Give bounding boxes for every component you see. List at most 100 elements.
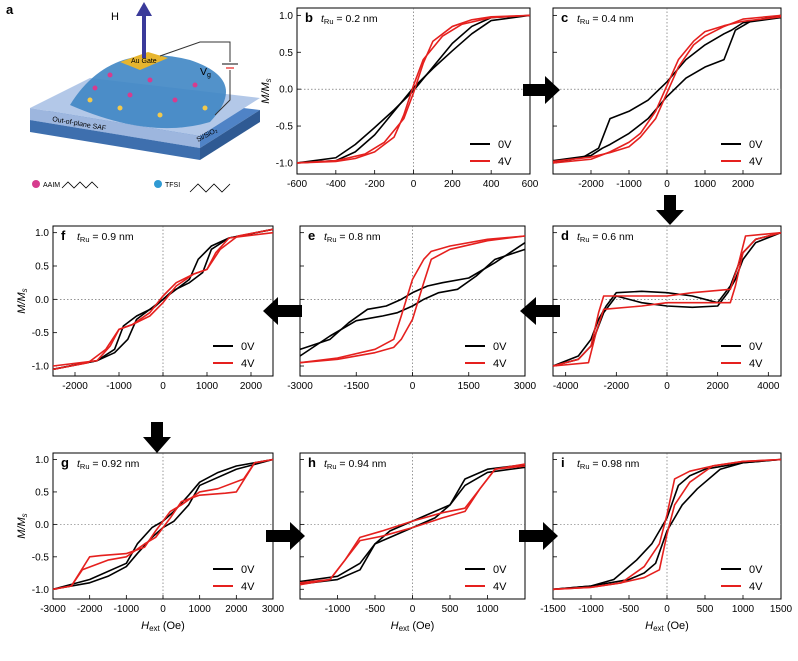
x-tick-label: -500 [365,604,385,615]
y-tick-label: -1.0 [32,362,50,373]
x-tick-label: 4000 [757,381,780,392]
legend-label: 4V [493,581,507,593]
arrow-right-icon [266,522,305,550]
x-tick-label: -400 [326,179,346,190]
x-tick-label: 500 [697,604,714,615]
chart-panel-i: -1500 -1000 -500 0 500 1000 1500 Hext (Oe) i tRu … [540,452,793,633]
chart-panel-g: -3000 -2000 -1000 0 1000 2000 3000 -1.0 -0.5 0.0 0… [16,452,285,633]
legend-label: 4V [749,156,763,168]
x-tick-label: 0 [410,381,416,392]
anion-icon [154,180,162,188]
y-tick-label: 0.5 [279,48,293,59]
thickness-annotation: tRu = 0.98 nm [577,458,640,471]
legend-label: 4V [749,581,763,593]
x-tick-label: 0 [160,604,166,615]
x-axis-label: Hext (Oe) [645,620,689,633]
x-tick-label: -1000 [578,604,604,615]
substrate-side-right [200,110,260,160]
chart-panel-b: -600 -400 -200 0 200 400 600 -1.0 -0.5 0.0 0.5 1.0 M… [260,7,539,190]
y-axis-label: M/Ms [16,513,29,538]
legend-label: 0V [241,564,255,576]
series-4V-ascending [299,235,526,364]
series-0V-descending [552,458,782,591]
series-4V-ascending [52,231,274,371]
x-axis-label: Hext (Oe) [391,620,435,633]
x-tick-label: 400 [483,179,500,190]
series-4V-ascending [296,14,531,164]
x-tick-label: -2000 [62,381,88,392]
series-0V-ascending [552,16,782,164]
chart-panel-h: -1000 -500 0 500 1000 Hext (Oe) h tRu = 0.94 nm… [299,452,526,633]
chart-panel-c: -2000 -1000 0 1000 2000 c tRu = 0.4 nm 0V 4V [552,7,782,190]
legend-label: 4V [241,581,255,593]
legend-label: 0V [493,564,507,576]
series-0V-descending [52,228,274,371]
x-tick-label: 3000 [514,381,537,392]
series-0V-ascending [52,458,274,591]
series-0V-descending [552,14,782,162]
thickness-annotation: tRu = 0.4 nm [577,13,634,26]
panel-letter: c [561,10,568,25]
x-tick-label: 0 [664,179,670,190]
y-tick-label: 0.0 [35,520,49,531]
cation-structure [61,181,99,189]
y-tick-label: 0.5 [35,487,49,498]
voltage-label: Vg [200,66,211,79]
y-axis-label: M/Ms [260,78,273,103]
y-tick-label: 1.0 [35,455,49,466]
arrow-left-icon [263,297,302,325]
substrate-side [30,120,200,160]
anion-structure [189,183,231,193]
y-tick-label: -1.0 [276,158,294,169]
panel-letter-a: a [6,2,14,17]
x-tick-label: -1500 [343,381,369,392]
arrow-left-icon [520,297,560,325]
legend-label: 0V [493,341,507,353]
series-4V-descending [299,235,526,364]
series-4V-descending [299,465,526,586]
legend-label: 0V [749,564,763,576]
series-4V-descending [52,228,274,367]
legend-label: 0V [241,341,255,353]
field-arrow-head [136,2,152,16]
charts-layer: -600 -400 -200 0 200 400 600-1.0-0.50.00.51.0M… [16,7,793,633]
x-tick-label: -200 [365,179,385,190]
x-tick-label: -1000 [325,604,351,615]
y-tick-label: 0.5 [35,262,49,273]
x-tick-label: 2000 [707,381,730,392]
x-tick-label: 1000 [476,604,499,615]
thickness-annotation: tRu = 0.8 nm [324,231,381,244]
series-4V-descending [52,458,274,591]
x-tick-label: 0 [664,604,670,615]
thickness-annotation: tRu = 0.9 nm [77,231,134,244]
series-0V-descending [52,458,274,591]
y-tick-label: -1.0 [32,585,50,596]
x-tick-label: 1500 [770,604,793,615]
legend-label: 4V [241,358,255,370]
arrow-right-icon [519,522,558,550]
series-4V-descending [296,14,531,164]
x-tick-label: -1000 [114,604,140,615]
x-tick-label: 0 [411,179,417,190]
x-tick-label: 200 [444,179,461,190]
flow-arrows [143,76,684,550]
x-tick-label: -500 [619,604,639,615]
thickness-annotation: tRu = 0.92 nm [77,458,140,471]
x-tick-label: 600 [522,179,539,190]
x-tick-label: -600 [287,179,307,190]
x-tick-label: 1000 [694,179,717,190]
x-tick-label: 2000 [240,381,263,392]
y-tick-label: 1.0 [279,11,293,22]
y-tick-label: -0.5 [32,552,50,563]
x-tick-label: 1500 [458,381,481,392]
panel-letter: f [61,228,66,243]
y-tick-label: 0.0 [279,85,293,96]
saf-side [30,108,200,148]
legend-label: 4V [493,358,507,370]
series-4V-descending [552,458,782,591]
y-axis-label: M/Ms [16,288,29,313]
arrow-down-icon [143,422,171,453]
legend-label: 4V [749,358,763,370]
panel-letter: i [561,455,565,470]
